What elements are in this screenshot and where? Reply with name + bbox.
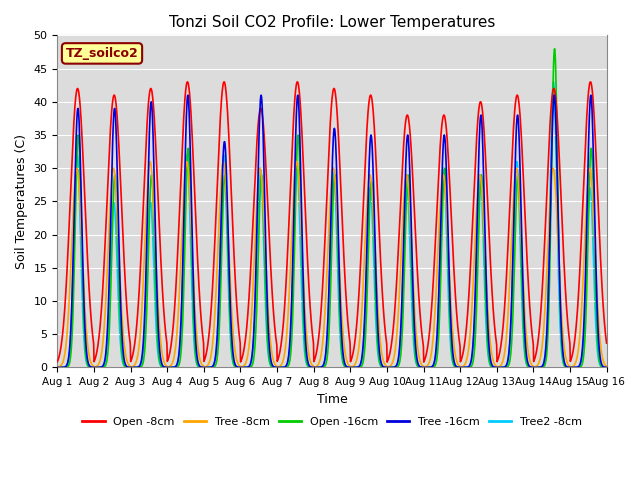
Text: TZ_soilco2: TZ_soilco2	[66, 47, 138, 60]
X-axis label: Time: Time	[317, 393, 348, 406]
Y-axis label: Soil Temperatures (C): Soil Temperatures (C)	[15, 134, 28, 269]
Title: Tonzi Soil CO2 Profile: Lower Temperatures: Tonzi Soil CO2 Profile: Lower Temperatur…	[169, 15, 495, 30]
Legend: Open -8cm, Tree -8cm, Open -16cm, Tree -16cm, Tree2 -8cm: Open -8cm, Tree -8cm, Open -16cm, Tree -…	[78, 413, 586, 432]
